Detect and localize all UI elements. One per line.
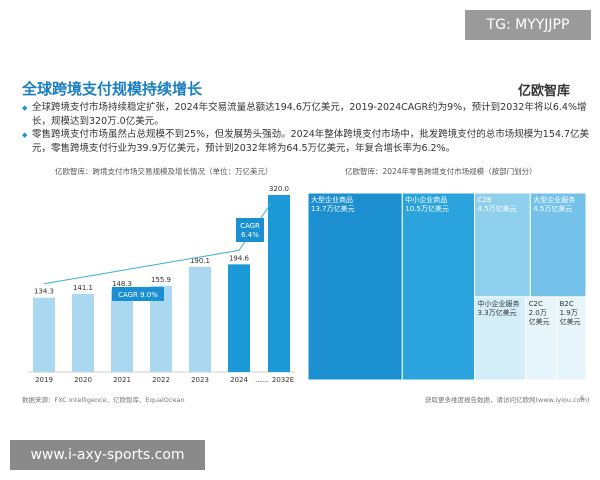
tile-text: 大型企业服务 (533, 196, 576, 204)
value-label: 320.0 (269, 185, 289, 193)
bar (228, 264, 250, 372)
x-tick-label: 2022 (152, 376, 170, 384)
tile-text: B2C 1.9万亿美元 (557, 297, 586, 380)
tile-text: 中小企业服务 3.3万亿美元 (475, 297, 526, 380)
tile-text: C2C (528, 299, 543, 308)
tile-text: 4.5万亿美元 (477, 205, 517, 213)
logo: 亿欧智库 (518, 84, 571, 99)
tile-text: 大型企业商品 13.7万亿美元 (308, 193, 402, 380)
tile-text: 4.5万亿美元 (533, 205, 573, 213)
tile-text: 10.5万亿美元 (405, 205, 449, 213)
slide-title: 全球跨境支付规模持续增长 (22, 80, 203, 98)
x-tick-label: 2023 (191, 376, 209, 384)
overlay: TG: MYYJJPP (465, 10, 591, 40)
trend (43, 249, 240, 285)
bullet: 全球跨境支付市场持续稳定扩张，2024年交易流量总额达194.6万亿美元，201… (22, 101, 592, 128)
x-tick-label: 2024 (230, 376, 248, 384)
tile (556, 296, 587, 381)
tile-text: C2B (477, 196, 492, 204)
tile (474, 296, 527, 381)
tile (529, 192, 587, 298)
bar (268, 195, 290, 372)
tile-text: C2C 2.0万亿美元 (526, 297, 557, 380)
x-tick-label: 2019 (35, 376, 53, 384)
tile-text: 中小企业服务 (477, 299, 520, 308)
tile-text: 大型企业服务 4.5万亿美元 (530, 193, 586, 297)
tile-text: 中小企业商品 10.5万亿美元 (402, 193, 474, 380)
tile-text: 大型企业商品 (311, 196, 353, 204)
tile-text: B2C (559, 299, 574, 308)
bar (189, 266, 211, 372)
tile (401, 192, 476, 381)
tile-text: 13.7万亿美元 (311, 205, 355, 213)
tile-text: 1.9万亿美元 (559, 308, 581, 326)
value-label: 194.6 (229, 254, 250, 262)
chart-title: 亿欧智库：2024年零售跨境支付市场规模（按部门划分） (345, 167, 537, 176)
annotation-box (112, 287, 164, 301)
x-tick-label: 2032E (272, 376, 294, 384)
value-label: 190.1 (190, 257, 210, 265)
page-number: 6 (580, 394, 585, 402)
annotation: CAGR 9.0% (118, 291, 158, 299)
annotation-box (236, 218, 264, 242)
tile (307, 192, 403, 381)
value-label: 134.3 (34, 288, 54, 296)
value-label: 148.3 (112, 280, 132, 288)
source: 获取更多维度报告数据，请访问亿欧网(www.iyiou.com) (425, 396, 590, 404)
x-gap-label: …… (255, 376, 269, 384)
chart-title: 亿欧智库：跨境支付市场交易规模及增长情况（单位：万亿美元） (55, 167, 273, 176)
x-tick-label: 2020 (74, 376, 92, 384)
annotation: CAGR 6.4% (240, 222, 260, 239)
tile (525, 296, 558, 381)
bar (111, 289, 133, 372)
bar (72, 293, 94, 372)
tile-text: 2.0万亿美元 (528, 308, 550, 326)
value-label: 155.9 (151, 276, 171, 284)
tile-text: 中小企业商品 (405, 196, 448, 204)
bullet: 零售跨境支付市场虽然占总规模不到25%，但发展势头强劲。2024年整体跨境支付市… (22, 128, 592, 155)
bar (33, 297, 55, 372)
bar (150, 285, 172, 372)
tile-text: 3.3万亿美元 (477, 308, 517, 317)
source: 数据来源：FXC Intelligence、亿欧智库、EqualOcean (22, 396, 185, 404)
overlay: www.i-axy-sports.com (10, 440, 205, 470)
tile-text: C2B 4.5万亿美元 (475, 193, 531, 297)
value-label: 141.1 (73, 284, 93, 292)
x-tick-label: 2021 (113, 376, 131, 384)
